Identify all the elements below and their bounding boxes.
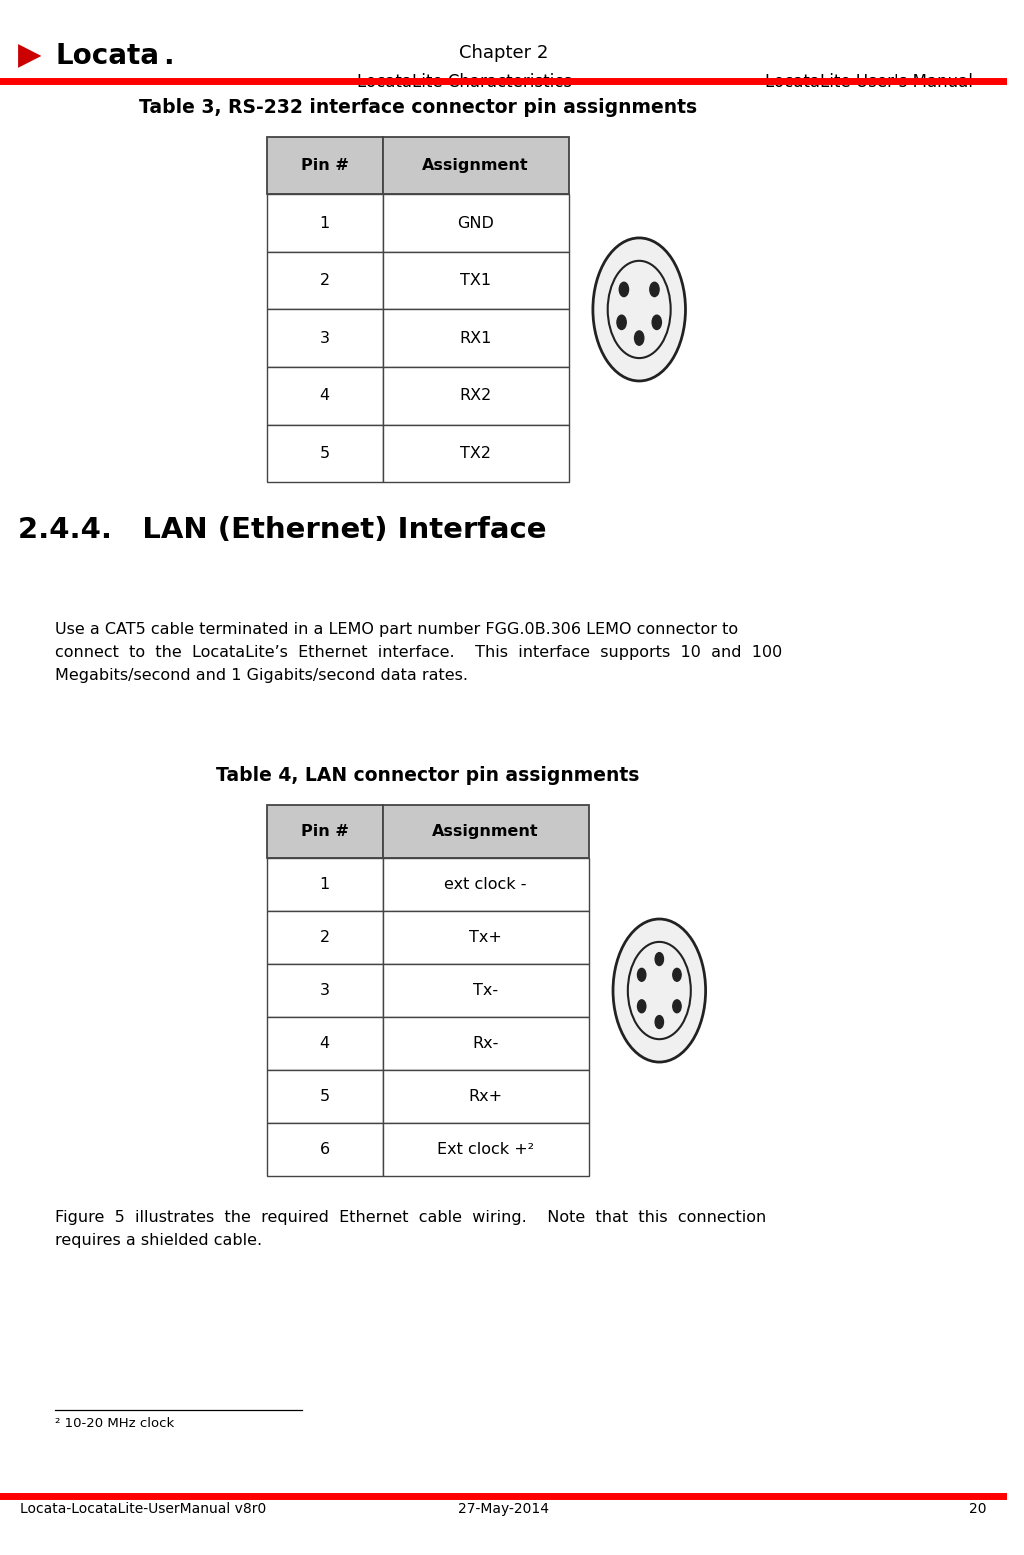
Text: 4: 4	[319, 389, 330, 403]
Text: Pin #: Pin #	[301, 159, 348, 173]
Text: Locata-LocataLite-UserManual v8r0: Locata-LocataLite-UserManual v8r0	[20, 1502, 266, 1516]
Text: 3: 3	[319, 331, 330, 345]
FancyBboxPatch shape	[266, 425, 383, 482]
Text: Chapter 2: Chapter 2	[459, 44, 548, 62]
FancyBboxPatch shape	[383, 964, 589, 1017]
Text: 1: 1	[319, 216, 330, 230]
FancyBboxPatch shape	[383, 425, 568, 482]
Circle shape	[616, 316, 627, 330]
Text: Locata: Locata	[55, 42, 160, 70]
Text: TX1: TX1	[460, 274, 492, 288]
Circle shape	[673, 969, 681, 981]
FancyBboxPatch shape	[266, 1123, 383, 1176]
FancyBboxPatch shape	[383, 1123, 589, 1176]
FancyBboxPatch shape	[383, 309, 568, 367]
Text: Table 4, LAN connector pin assignments: Table 4, LAN connector pin assignments	[216, 767, 639, 785]
FancyBboxPatch shape	[266, 252, 383, 309]
Text: 20: 20	[969, 1502, 986, 1516]
Text: 4: 4	[319, 1036, 330, 1051]
FancyBboxPatch shape	[383, 1017, 589, 1070]
Text: 27-May-2014: 27-May-2014	[458, 1502, 549, 1516]
Text: ² 10-20 MHz clock: ² 10-20 MHz clock	[55, 1417, 175, 1429]
Circle shape	[652, 316, 662, 330]
FancyBboxPatch shape	[266, 1070, 383, 1123]
FancyBboxPatch shape	[383, 805, 589, 858]
FancyBboxPatch shape	[383, 1070, 589, 1123]
Text: 2: 2	[319, 274, 330, 288]
Circle shape	[593, 238, 685, 381]
Text: 6: 6	[319, 1141, 330, 1157]
Text: ▶: ▶	[18, 42, 42, 70]
Circle shape	[635, 331, 644, 345]
FancyBboxPatch shape	[266, 367, 383, 425]
FancyBboxPatch shape	[266, 194, 383, 252]
Text: 3: 3	[319, 983, 330, 998]
FancyBboxPatch shape	[383, 858, 589, 911]
Text: Pin #: Pin #	[301, 824, 348, 840]
Text: 5: 5	[319, 1088, 330, 1104]
Text: Table 3, RS-232 interface connector pin assignments: Table 3, RS-232 interface connector pin …	[138, 98, 696, 117]
Text: RX2: RX2	[460, 389, 492, 403]
Text: TX2: TX2	[460, 446, 492, 460]
Circle shape	[620, 283, 629, 297]
Text: Use a CAT5 cable terminated in a LEMO part number FGG.0B.306 LEMO connector to
c: Use a CAT5 cable terminated in a LEMO pa…	[55, 622, 782, 683]
Circle shape	[655, 953, 664, 966]
Text: Ext clock +²: Ext clock +²	[437, 1141, 535, 1157]
FancyBboxPatch shape	[266, 911, 383, 964]
FancyBboxPatch shape	[266, 309, 383, 367]
FancyBboxPatch shape	[266, 1017, 383, 1070]
Circle shape	[650, 283, 659, 297]
Circle shape	[638, 969, 646, 981]
FancyBboxPatch shape	[266, 964, 383, 1017]
Text: RX1: RX1	[460, 331, 492, 345]
FancyBboxPatch shape	[383, 252, 568, 309]
Text: Assignment: Assignment	[432, 824, 539, 840]
FancyBboxPatch shape	[383, 911, 589, 964]
Text: LocataLite User's Manual: LocataLite User's Manual	[765, 73, 973, 92]
FancyBboxPatch shape	[383, 194, 568, 252]
Text: Rx-: Rx-	[472, 1036, 499, 1051]
Text: LocataLite Characteristics: LocataLite Characteristics	[357, 73, 572, 92]
FancyBboxPatch shape	[266, 858, 383, 911]
Circle shape	[613, 919, 706, 1062]
Text: 1: 1	[319, 877, 330, 893]
Text: Assignment: Assignment	[422, 159, 529, 173]
Text: 5: 5	[319, 446, 330, 460]
Circle shape	[673, 1000, 681, 1012]
FancyBboxPatch shape	[383, 367, 568, 425]
Text: Figure  5  illustrates  the  required  Ethernet  cable  wiring.    Note  that  t: Figure 5 illustrates the required Ethern…	[55, 1210, 767, 1247]
Text: Rx+: Rx+	[469, 1088, 503, 1104]
Text: 2.4.4.   LAN (Ethernet) Interface: 2.4.4. LAN (Ethernet) Interface	[18, 516, 547, 544]
Text: .: .	[163, 42, 174, 70]
Text: GND: GND	[457, 216, 494, 230]
FancyBboxPatch shape	[383, 137, 568, 194]
Text: ext clock -: ext clock -	[444, 877, 527, 893]
Text: 2: 2	[319, 930, 330, 945]
FancyBboxPatch shape	[266, 137, 383, 194]
FancyBboxPatch shape	[266, 805, 383, 858]
Circle shape	[655, 1015, 664, 1028]
Text: Tx-: Tx-	[473, 983, 499, 998]
Text: Tx+: Tx+	[469, 930, 502, 945]
Circle shape	[638, 1000, 646, 1012]
